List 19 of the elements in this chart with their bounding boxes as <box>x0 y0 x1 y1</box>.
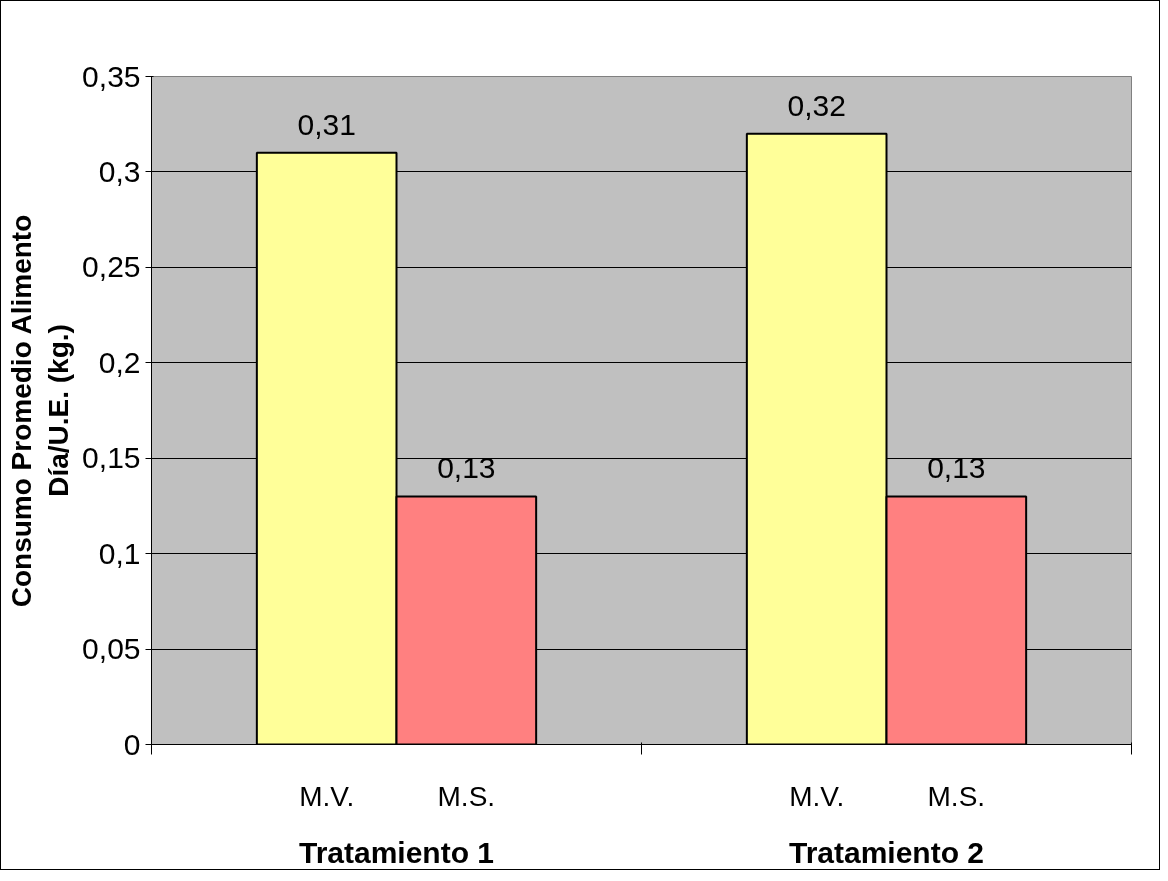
data-label: 0,31 <box>297 107 356 141</box>
y-tick-label: 0,25 <box>82 250 141 284</box>
data-label: 0,13 <box>927 451 986 485</box>
data-label: 0,13 <box>437 451 496 485</box>
data-label: 0,32 <box>787 88 846 122</box>
y-axis-title: Consumo Promedio Alimento Día/U.E. (kg.) <box>5 214 75 608</box>
x-tick-label: Tratamiento 2 <box>788 835 985 869</box>
y-tick-label: 0,1 <box>98 536 141 570</box>
text: M.S. <box>927 780 986 812</box>
y-tick-label: 0,15 <box>82 441 141 475</box>
series-label: M.V. <box>299 780 355 812</box>
series-label: M.S. <box>437 780 496 812</box>
y-tick-label: 0,05 <box>82 632 141 666</box>
y-tick-label: 0,35 <box>82 59 141 93</box>
y-tick-label: 0,3 <box>98 154 141 188</box>
x-tick-label: Tratamiento 1 <box>298 835 495 869</box>
text: M.V. <box>789 780 845 812</box>
y-tick-label: 0 <box>123 727 141 761</box>
y-tick-label: 0,2 <box>98 345 141 379</box>
